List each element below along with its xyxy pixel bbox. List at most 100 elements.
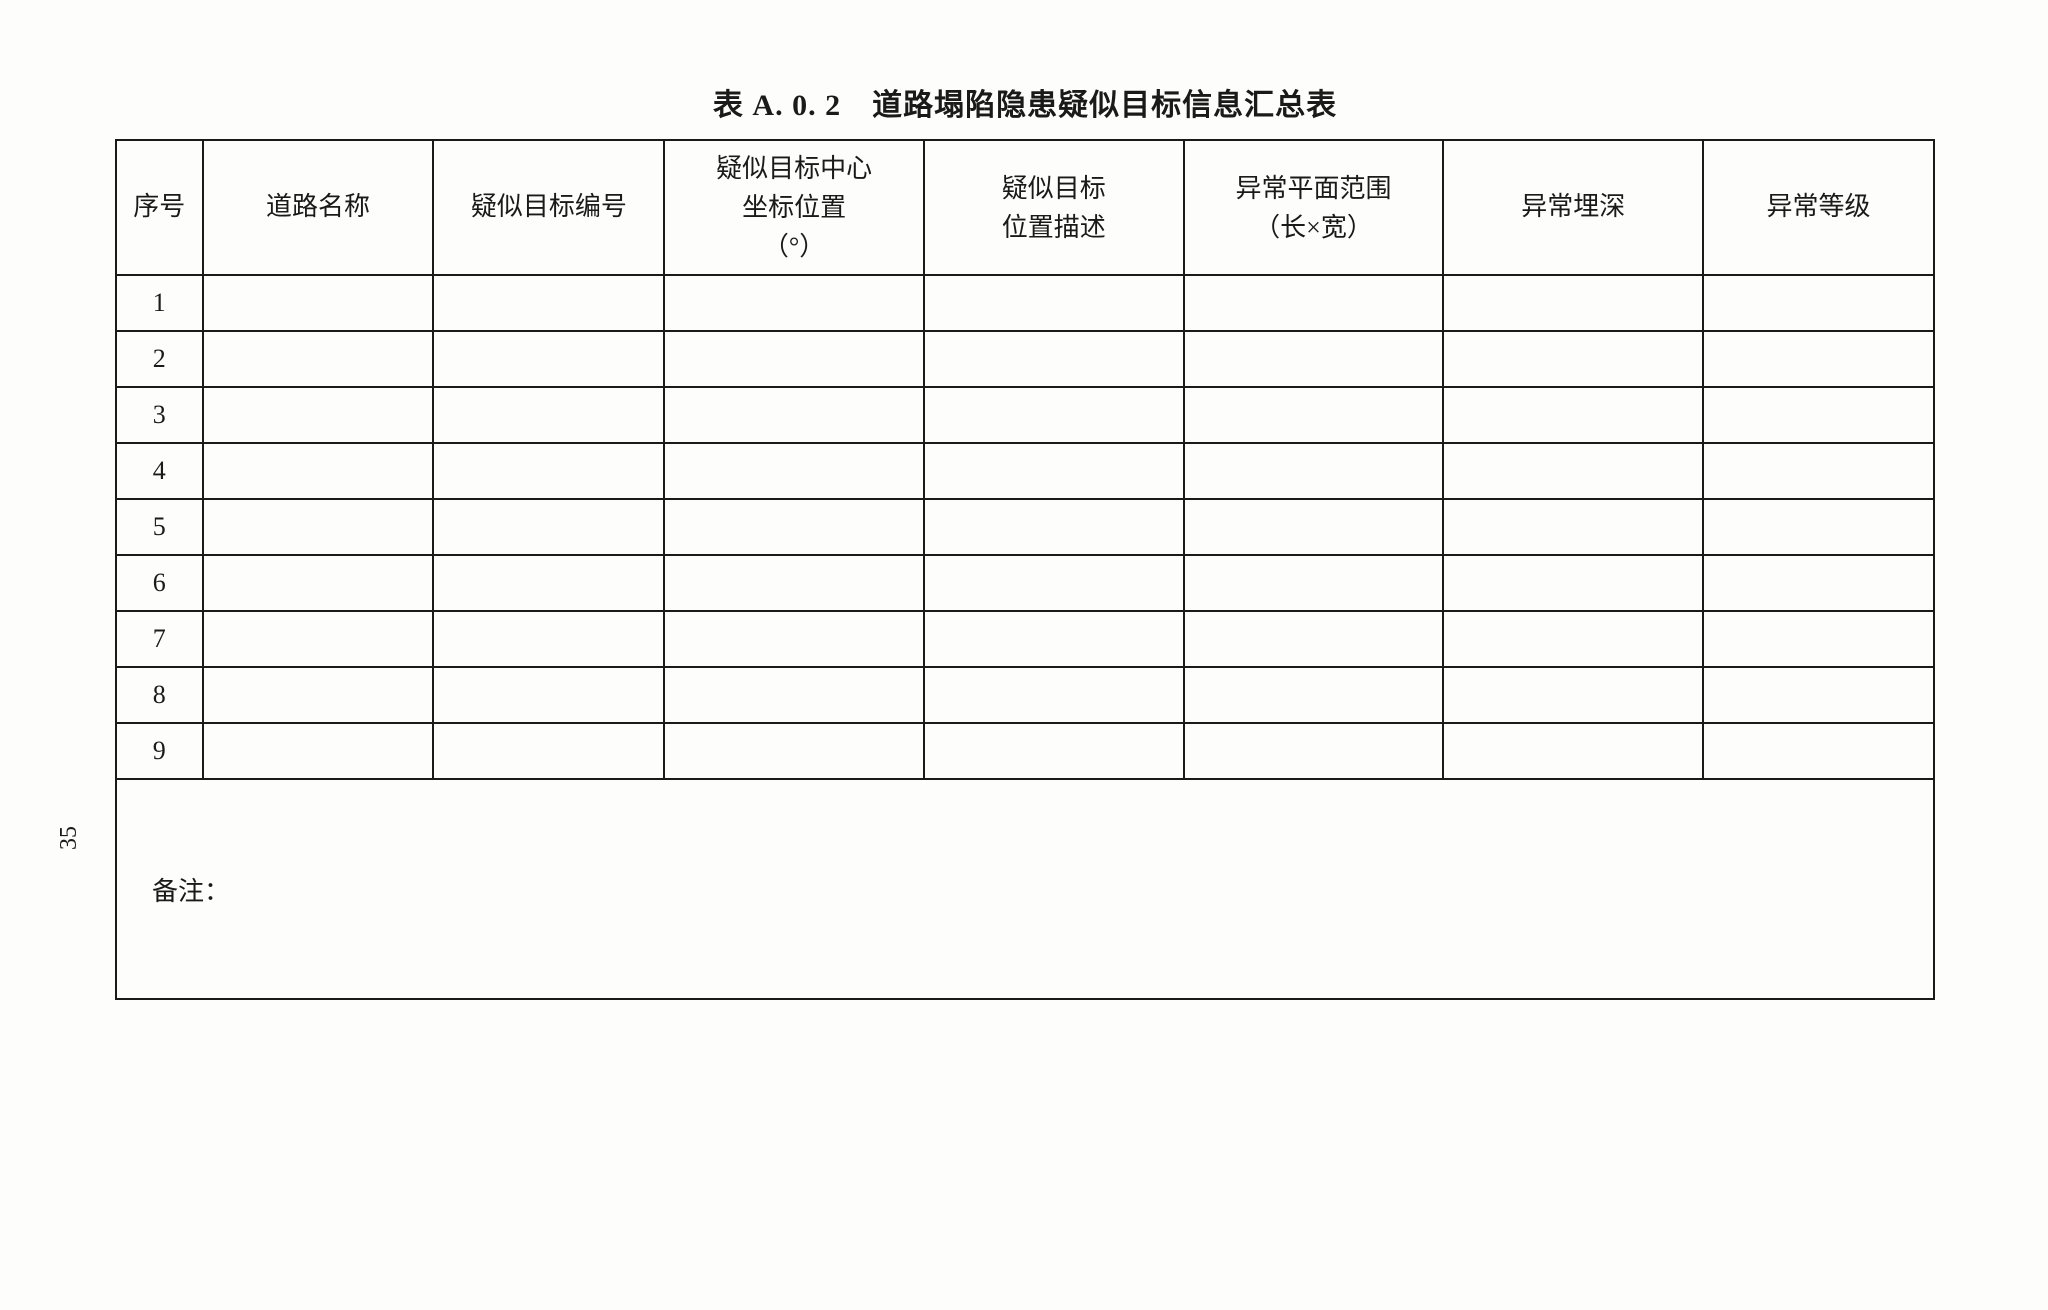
- table-title: 表 A. 0. 2 道路塌陷隐患疑似目标信息汇总表: [115, 80, 1935, 124]
- col-header-road: 道路名称: [203, 140, 434, 275]
- notes-row: 备注：: [116, 779, 1934, 999]
- cell-road: [203, 499, 434, 555]
- cell-seq: 7: [116, 611, 203, 667]
- cell-tgtno: [433, 499, 664, 555]
- cell-tgtno: [433, 275, 664, 331]
- cell-level: [1703, 443, 1934, 499]
- cell-level: [1703, 275, 1934, 331]
- cell-depth: [1443, 443, 1703, 499]
- col-header-coord-line2: 坐标位置: [742, 188, 846, 227]
- cell-coord: [664, 499, 924, 555]
- page-number: 35: [56, 826, 83, 850]
- table-row: 3: [116, 387, 1934, 443]
- cell-road: [203, 443, 434, 499]
- cell-coord: [664, 723, 924, 779]
- cell-level: [1703, 667, 1934, 723]
- col-header-coord-line1: 疑似目标中心: [716, 149, 872, 188]
- cell-depth: [1443, 331, 1703, 387]
- cell-coord: [664, 443, 924, 499]
- cell-level: [1703, 555, 1934, 611]
- cell-tgtno: [433, 723, 664, 779]
- table-body: 1 2 3: [116, 275, 1934, 999]
- cell-plane: [1184, 499, 1444, 555]
- cell-desc: [924, 499, 1184, 555]
- col-header-level: 异常等级: [1703, 140, 1934, 275]
- col-header-desc-line1: 疑似目标: [1002, 169, 1106, 208]
- cell-desc: [924, 723, 1184, 779]
- col-header-desc-line2: 位置描述: [1002, 208, 1106, 247]
- summary-table: 序号 道路名称 疑似目标编号 疑似目标中心 坐标位置 （°） 疑似目标 位置描述: [115, 139, 1935, 1000]
- col-header-plane-line1: 异常平面范围: [1236, 169, 1392, 208]
- cell-depth: [1443, 555, 1703, 611]
- cell-tgtno: [433, 667, 664, 723]
- cell-tgtno: [433, 331, 664, 387]
- cell-depth: [1443, 275, 1703, 331]
- cell-depth: [1443, 611, 1703, 667]
- cell-coord: [664, 275, 924, 331]
- cell-desc: [924, 667, 1184, 723]
- cell-desc: [924, 275, 1184, 331]
- cell-level: [1703, 499, 1934, 555]
- cell-level: [1703, 387, 1934, 443]
- cell-seq: 6: [116, 555, 203, 611]
- table-row: 8: [116, 667, 1934, 723]
- cell-road: [203, 387, 434, 443]
- cell-plane: [1184, 443, 1444, 499]
- cell-level: [1703, 331, 1934, 387]
- cell-road: [203, 667, 434, 723]
- cell-coord: [664, 667, 924, 723]
- cell-desc: [924, 331, 1184, 387]
- col-header-depth: 异常埋深: [1443, 140, 1703, 275]
- col-header-target-no: 疑似目标编号: [433, 140, 664, 275]
- cell-desc: [924, 555, 1184, 611]
- cell-coord: [664, 555, 924, 611]
- cell-road: [203, 611, 434, 667]
- cell-plane: [1184, 611, 1444, 667]
- notes-cell: 备注：: [116, 779, 1934, 999]
- cell-depth: [1443, 667, 1703, 723]
- table-header-row: 序号 道路名称 疑似目标编号 疑似目标中心 坐标位置 （°） 疑似目标 位置描述: [116, 140, 1934, 275]
- cell-tgtno: [433, 555, 664, 611]
- cell-desc: [924, 443, 1184, 499]
- table-row: 7: [116, 611, 1934, 667]
- table-row: 4: [116, 443, 1934, 499]
- cell-tgtno: [433, 387, 664, 443]
- cell-depth: [1443, 499, 1703, 555]
- cell-plane: [1184, 387, 1444, 443]
- cell-seq: 3: [116, 387, 203, 443]
- cell-seq: 9: [116, 723, 203, 779]
- table-row: 5: [116, 499, 1934, 555]
- cell-plane: [1184, 275, 1444, 331]
- cell-seq: 5: [116, 499, 203, 555]
- cell-level: [1703, 611, 1934, 667]
- cell-depth: [1443, 723, 1703, 779]
- cell-plane: [1184, 723, 1444, 779]
- table-row: 1: [116, 275, 1934, 331]
- cell-road: [203, 331, 434, 387]
- cell-desc: [924, 387, 1184, 443]
- cell-tgtno: [433, 443, 664, 499]
- cell-depth: [1443, 387, 1703, 443]
- col-header-plane: 异常平面范围 （长×宽）: [1184, 140, 1444, 275]
- cell-seq: 4: [116, 443, 203, 499]
- cell-plane: [1184, 555, 1444, 611]
- col-header-desc: 疑似目标 位置描述: [924, 140, 1184, 275]
- table-row: 2: [116, 331, 1934, 387]
- table-row: 6: [116, 555, 1934, 611]
- cell-tgtno: [433, 611, 664, 667]
- col-header-plane-line2: （长×宽）: [1254, 208, 1373, 247]
- table-row: 9: [116, 723, 1934, 779]
- cell-coord: [664, 611, 924, 667]
- col-header-seq: 序号: [116, 140, 203, 275]
- cell-plane: [1184, 667, 1444, 723]
- page-container: 表 A. 0. 2 道路塌陷隐患疑似目标信息汇总表 序号 道路名称 疑似目标编号…: [115, 80, 1935, 1000]
- cell-level: [1703, 723, 1934, 779]
- cell-road: [203, 275, 434, 331]
- cell-coord: [664, 331, 924, 387]
- cell-road: [203, 723, 434, 779]
- cell-seq: 1: [116, 275, 203, 331]
- cell-desc: [924, 611, 1184, 667]
- cell-seq: 8: [116, 667, 203, 723]
- cell-plane: [1184, 331, 1444, 387]
- cell-seq: 2: [116, 331, 203, 387]
